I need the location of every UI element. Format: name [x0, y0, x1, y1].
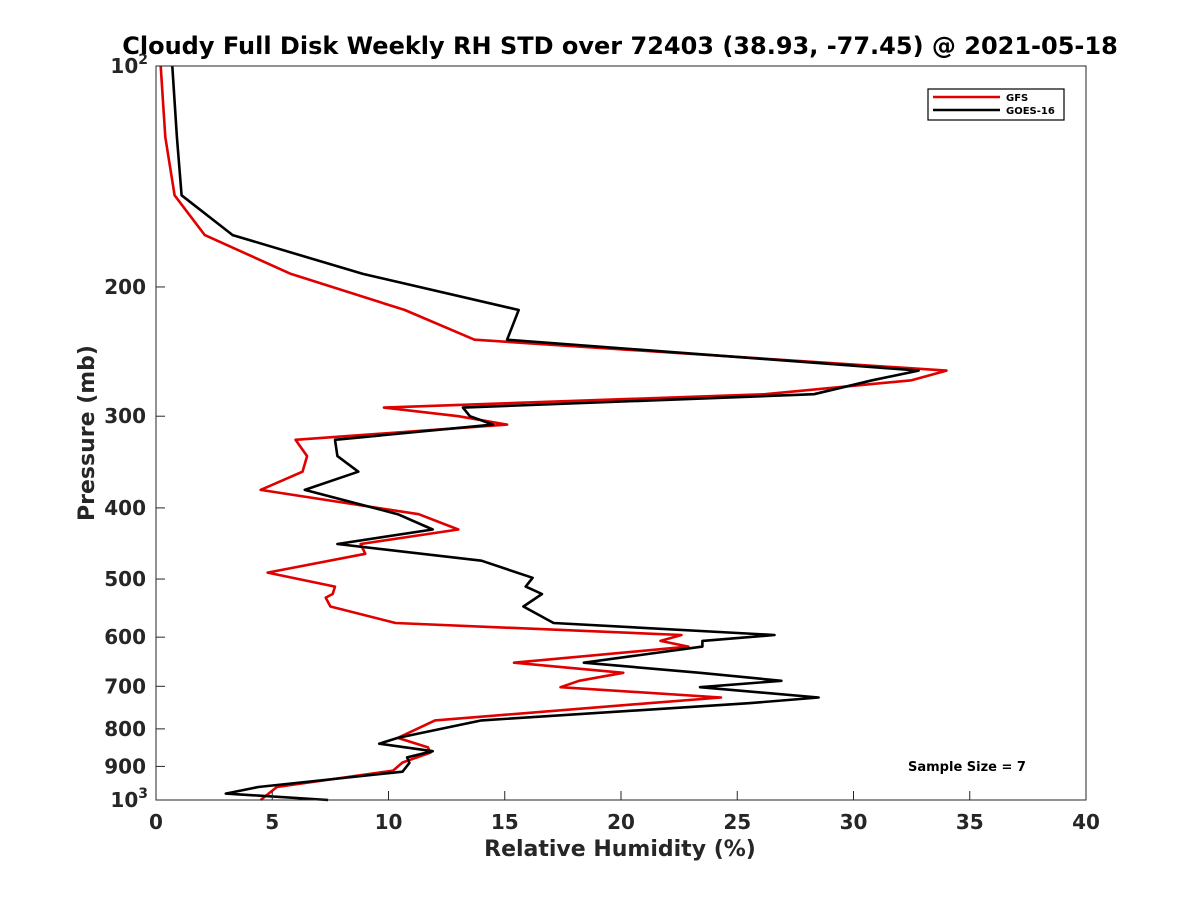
y-tick-label: 800 — [104, 717, 146, 741]
x-tick-label: 5 — [265, 810, 279, 834]
x-tick-label: 40 — [1072, 810, 1100, 834]
y-tick-label: 400 — [104, 496, 146, 520]
x-tick-label: 30 — [840, 810, 868, 834]
x-tick-label: 10 — [375, 810, 403, 834]
y-tick-exponent: 2 — [138, 52, 148, 68]
y-tick-label: 103 — [110, 786, 148, 812]
x-tick-label: 35 — [956, 810, 984, 834]
x-tick-label: 20 — [607, 810, 635, 834]
y-tick-label: 500 — [104, 567, 146, 591]
x-tick-label: 0 — [149, 810, 163, 834]
y-tick-label: 200 — [104, 275, 146, 299]
y-tick-exponent: 3 — [138, 786, 148, 802]
y-tick-label: 600 — [104, 625, 146, 649]
series-line-goes16 — [171, 65, 920, 802]
y-axis-label: Pressure (mb) — [75, 345, 100, 521]
y-tick-label: 300 — [104, 404, 146, 428]
legend-box — [927, 88, 1065, 121]
legend: GFS GOES-16 — [927, 88, 1065, 121]
chart-title: Cloudy Full Disk Weekly RH STD over 7240… — [122, 32, 1118, 60]
legend-label-gfs: GFS — [1006, 93, 1028, 104]
x-tick-label: 25 — [723, 810, 751, 834]
series-line-gfs — [159, 65, 948, 802]
series-layer — [159, 65, 948, 802]
sample-size-annotation: Sample Size = 7 — [908, 760, 1026, 775]
x-tick-label: 15 — [491, 810, 519, 834]
y-tick-label: 102 — [110, 52, 148, 78]
y-tick-base: 10 — [110, 788, 138, 812]
x-axis-label: Relative Humidity (%) — [484, 837, 756, 862]
y-tick-label: 700 — [104, 674, 146, 698]
y-tick-label: 900 — [104, 754, 146, 778]
ticks-layer: 0 5 10 15 20 25 30 35 40102200300400500600700800… — [104, 52, 1100, 834]
legend-label-goes16: GOES-16 — [1006, 106, 1055, 117]
y-tick-base: 10 — [110, 54, 138, 78]
